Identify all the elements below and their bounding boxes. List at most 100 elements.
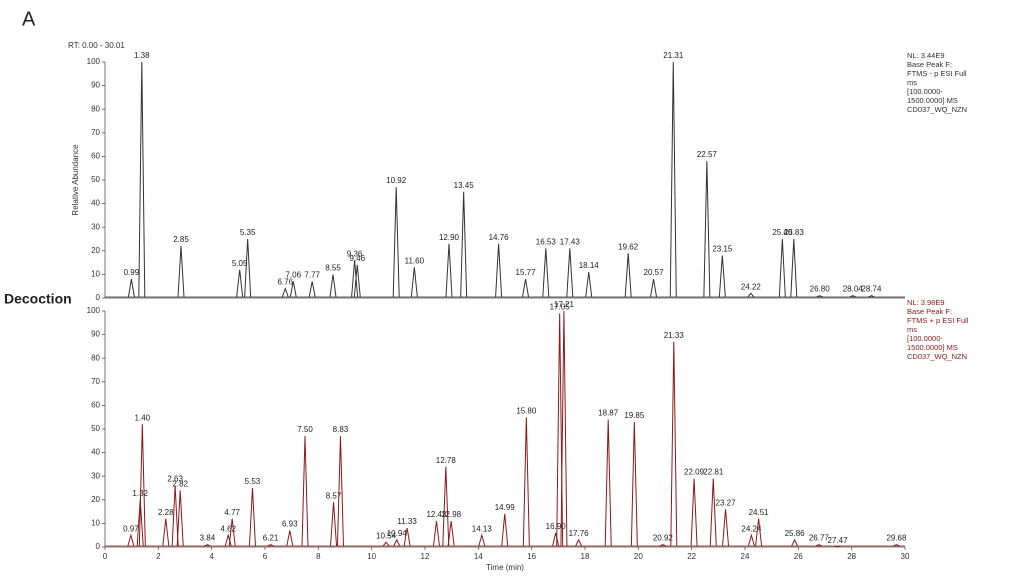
peak <box>659 544 667 547</box>
peak <box>755 518 763 547</box>
x-tick-label: 22 <box>687 552 696 561</box>
peak-label: 17.05 <box>550 302 571 311</box>
peak-label: 10.54 <box>376 531 397 540</box>
peak <box>236 269 244 298</box>
peak <box>447 520 455 547</box>
peak-label: 1.40 <box>135 413 151 422</box>
peak <box>410 267 418 298</box>
peak <box>670 341 678 547</box>
peak <box>353 264 361 298</box>
peak-label: 23.15 <box>712 245 733 254</box>
peak <box>501 513 509 547</box>
peak-label: 22.09 <box>684 468 705 477</box>
y-tick-label: 80 <box>91 104 100 113</box>
range-text: RT: 0.00 - 30.01 <box>68 41 125 50</box>
peak <box>552 532 560 547</box>
x-tick-label: 18 <box>581 552 590 561</box>
peak <box>747 533 755 547</box>
peak-label: 24.51 <box>749 508 770 517</box>
peak-label: 7.06 <box>285 271 301 280</box>
peak-label: 2.28 <box>158 508 174 517</box>
peak-label: 10.92 <box>386 176 407 185</box>
peak-label: 20.92 <box>653 534 674 543</box>
peak <box>393 538 401 547</box>
peak <box>330 502 338 547</box>
y-tick-label: 40 <box>91 199 100 208</box>
panel-label: A <box>22 8 36 30</box>
info-text: ms <box>907 78 917 87</box>
peak <box>834 545 841 548</box>
peak-label: 4.62 <box>220 524 236 533</box>
peak-label: 12.90 <box>439 233 460 242</box>
peak <box>575 538 583 547</box>
x-tick-label: 24 <box>741 552 750 561</box>
peak-label: 24.24 <box>741 524 762 533</box>
peak-label: 27.47 <box>828 536 849 545</box>
peak-label: 3.84 <box>200 534 216 543</box>
peak-label: 16.53 <box>536 238 557 247</box>
y-tick-label: 70 <box>91 128 100 137</box>
peak <box>604 419 612 547</box>
y-tick-label: 30 <box>91 222 100 231</box>
x-tick-label: 28 <box>847 552 856 561</box>
peak <box>392 187 400 298</box>
peak-label: 2.85 <box>173 235 189 244</box>
info-text: CD037_WQ_NZN <box>907 105 967 114</box>
info-text: [100.0000- <box>907 87 943 96</box>
peak-label: 1.38 <box>134 51 150 60</box>
peak <box>460 191 468 298</box>
peak-label: 28.04 <box>843 285 864 294</box>
y-tick-label: 10 <box>91 270 100 279</box>
peak <box>778 238 786 298</box>
info-text: FTMS - p ESI Full <box>907 69 967 78</box>
peak <box>560 310 568 547</box>
peak-label: 17.76 <box>569 529 590 538</box>
peak <box>162 518 170 547</box>
info-text: 1500.0000] MS <box>907 96 958 105</box>
y-tick-label: 60 <box>91 152 100 161</box>
peak <box>351 260 359 298</box>
peak-label: 15.80 <box>516 406 537 415</box>
y-tick-label: 50 <box>91 175 100 184</box>
peak-label: 8.57 <box>326 491 342 500</box>
peak <box>669 61 677 298</box>
peak-label: 15.77 <box>516 268 537 277</box>
peak-label: 0.97 <box>123 524 139 533</box>
peak <box>267 544 274 547</box>
peak-label: 25.86 <box>785 529 806 538</box>
y-tick-label: 0 <box>96 542 101 551</box>
peak-label: 14.13 <box>472 524 493 533</box>
peak <box>403 528 411 547</box>
y-tick-label: 50 <box>91 424 100 433</box>
info-text: CD037_WQ_NZN <box>907 352 967 361</box>
info-text: Base Peak F: <box>907 307 952 316</box>
peak <box>138 61 146 298</box>
peak <box>542 248 550 298</box>
y-tick-label: 0 <box>96 293 101 302</box>
peak-label: 13.45 <box>454 181 475 190</box>
y-tick-label: 100 <box>87 57 101 66</box>
peak-label: 9.36 <box>347 249 363 258</box>
peak <box>286 530 294 547</box>
peak-label: 16.90 <box>546 522 567 531</box>
peak-label: 25.40 <box>772 228 793 237</box>
x-tick-label: 14 <box>474 552 483 561</box>
y-tick-label: 20 <box>91 495 100 504</box>
peak <box>244 238 252 298</box>
peak <box>650 279 658 298</box>
peak <box>248 487 256 547</box>
info-text: [100.0000- <box>907 334 943 343</box>
x-tick-label: 12 <box>421 552 430 561</box>
y-tick-label: 40 <box>91 448 100 457</box>
peak <box>703 161 711 298</box>
peak <box>281 287 289 298</box>
peak-label: 11.33 <box>397 517 417 526</box>
y-tick-label: 10 <box>91 519 100 528</box>
peak <box>522 279 530 298</box>
peak <box>709 478 717 547</box>
y-tick-label: 20 <box>91 246 100 255</box>
y-tick-label: 100 <box>87 306 101 315</box>
peak <box>630 421 638 547</box>
peak <box>585 271 593 298</box>
peak-label: 0.99 <box>124 268 140 277</box>
